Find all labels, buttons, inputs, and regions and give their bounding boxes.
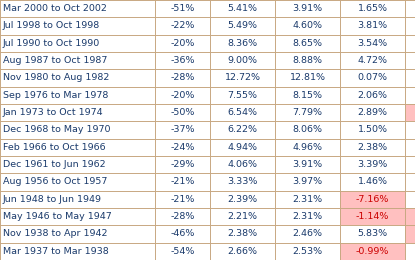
Text: -20%: -20% (170, 91, 195, 100)
Text: Mar 1937 to Mar 1938: Mar 1937 to Mar 1938 (3, 247, 109, 256)
Text: 4.72%: 4.72% (357, 56, 388, 65)
Text: 5.41%: 5.41% (227, 4, 257, 13)
Text: 12.81%: 12.81% (290, 74, 325, 82)
Text: 3.54%: 3.54% (357, 39, 388, 48)
Text: 6.22%: 6.22% (227, 126, 257, 134)
Text: 3.33%: 3.33% (227, 178, 258, 186)
Text: 8.36%: 8.36% (227, 39, 258, 48)
Text: -54%: -54% (170, 247, 195, 256)
Text: Jul 1990 to Oct 1990: Jul 1990 to Oct 1990 (3, 39, 100, 48)
Text: 2.39%: 2.39% (227, 195, 258, 204)
Text: 2.31%: 2.31% (293, 212, 322, 221)
Bar (340, 243, 405, 260)
Text: -28%: -28% (170, 212, 195, 221)
Text: 2.38%: 2.38% (227, 230, 258, 238)
Text: 0.07%: 0.07% (357, 74, 388, 82)
Text: -21%: -21% (170, 195, 195, 204)
Text: Jul 1998 to Oct 1998: Jul 1998 to Oct 1998 (3, 22, 100, 30)
Bar (405, 208, 415, 225)
Text: 2.89%: 2.89% (357, 108, 388, 117)
Text: Jun 1948 to Jun 1949: Jun 1948 to Jun 1949 (3, 195, 102, 204)
Text: 2.38%: 2.38% (357, 143, 388, 152)
Text: 3.39%: 3.39% (357, 160, 388, 169)
Text: 4.96%: 4.96% (293, 143, 322, 152)
Text: Sep 1976 to Mar 1978: Sep 1976 to Mar 1978 (3, 91, 108, 100)
Text: 9.00%: 9.00% (227, 56, 257, 65)
Text: 5.83%: 5.83% (357, 230, 388, 238)
Text: 8.88%: 8.88% (293, 56, 322, 65)
Text: 2.06%: 2.06% (357, 91, 388, 100)
Text: May 1946 to May 1947: May 1946 to May 1947 (3, 212, 112, 221)
Text: Dec 1968 to May 1970: Dec 1968 to May 1970 (3, 126, 110, 134)
Text: 8.65%: 8.65% (293, 39, 322, 48)
Text: -0.99%: -0.99% (356, 247, 389, 256)
Text: 8.15%: 8.15% (293, 91, 322, 100)
Text: 7.79%: 7.79% (293, 108, 322, 117)
Text: 4.60%: 4.60% (293, 22, 322, 30)
Text: -28%: -28% (170, 74, 195, 82)
Text: 1.46%: 1.46% (357, 178, 388, 186)
Text: -20%: -20% (170, 39, 195, 48)
Bar (405, 104, 415, 121)
Text: 2.31%: 2.31% (293, 195, 322, 204)
Text: 2.66%: 2.66% (227, 247, 257, 256)
Text: -7.16%: -7.16% (356, 195, 389, 204)
Text: 3.97%: 3.97% (293, 178, 322, 186)
Bar (405, 225, 415, 243)
Text: 1.50%: 1.50% (357, 126, 388, 134)
Text: 2.21%: 2.21% (227, 212, 257, 221)
Text: 3.91%: 3.91% (293, 4, 322, 13)
Text: 3.91%: 3.91% (293, 160, 322, 169)
Text: 7.55%: 7.55% (227, 91, 257, 100)
Text: -50%: -50% (170, 108, 195, 117)
Text: Nov 1980 to Aug 1982: Nov 1980 to Aug 1982 (3, 74, 110, 82)
Text: Feb 1966 to Oct 1966: Feb 1966 to Oct 1966 (3, 143, 106, 152)
Text: -46%: -46% (170, 230, 195, 238)
Text: -21%: -21% (170, 178, 195, 186)
Text: 4.94%: 4.94% (227, 143, 257, 152)
Text: 12.72%: 12.72% (225, 74, 261, 82)
Text: Aug 1987 to Oct 1987: Aug 1987 to Oct 1987 (3, 56, 107, 65)
Text: Nov 1938 to Apr 1942: Nov 1938 to Apr 1942 (3, 230, 107, 238)
Text: 1.65%: 1.65% (357, 4, 388, 13)
Text: 8.06%: 8.06% (293, 126, 322, 134)
Text: -51%: -51% (170, 4, 195, 13)
Text: 3.81%: 3.81% (357, 22, 388, 30)
Text: 6.54%: 6.54% (227, 108, 257, 117)
Text: Dec 1961 to Jun 1962: Dec 1961 to Jun 1962 (3, 160, 106, 169)
Text: Aug 1956 to Oct 1957: Aug 1956 to Oct 1957 (3, 178, 107, 186)
Bar (340, 191, 405, 208)
Text: Jan 1973 to Oct 1974: Jan 1973 to Oct 1974 (3, 108, 104, 117)
Text: 2.46%: 2.46% (293, 230, 322, 238)
Text: 2.53%: 2.53% (293, 247, 322, 256)
Text: -22%: -22% (170, 22, 195, 30)
Text: -36%: -36% (170, 56, 195, 65)
Text: Mar 2000 to Oct 2002: Mar 2000 to Oct 2002 (3, 4, 107, 13)
Bar (340, 208, 405, 225)
Text: 5.49%: 5.49% (227, 22, 257, 30)
Text: -37%: -37% (170, 126, 195, 134)
Text: -29%: -29% (170, 160, 195, 169)
Text: -24%: -24% (170, 143, 195, 152)
Text: 4.06%: 4.06% (227, 160, 257, 169)
Text: -1.14%: -1.14% (356, 212, 389, 221)
